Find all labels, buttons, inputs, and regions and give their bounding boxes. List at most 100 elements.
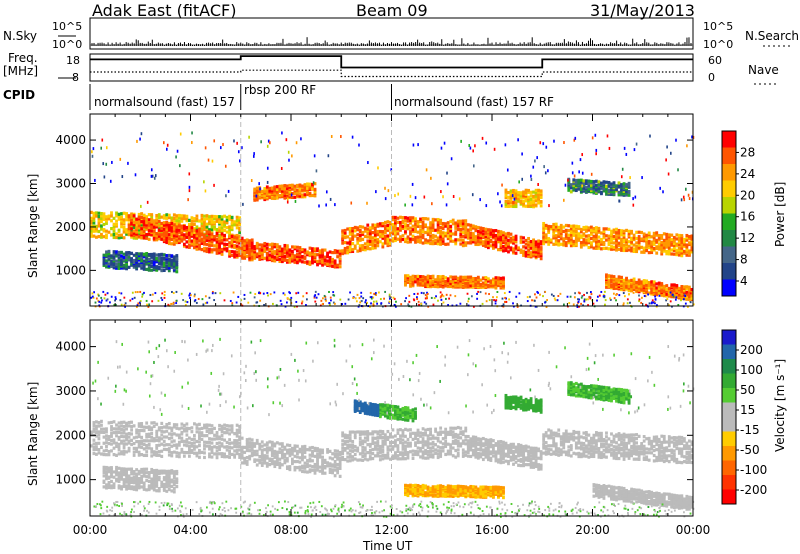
power-echo-cell xyxy=(165,260,169,264)
velocity-echo-cell xyxy=(95,430,98,435)
velocity-echo-cell xyxy=(248,454,252,459)
power-speckle xyxy=(689,292,692,295)
power-speckle xyxy=(638,294,640,297)
power-echo-cell xyxy=(409,232,412,236)
power-sparse-echo xyxy=(633,148,636,152)
power-echo-cell xyxy=(416,237,420,242)
power-echo-cell xyxy=(625,248,628,253)
power-echo-cell xyxy=(200,241,204,245)
power-echo-cell xyxy=(268,189,272,193)
power-echo-cell xyxy=(152,236,156,240)
power-speckle xyxy=(669,300,672,303)
power-echo-cell xyxy=(117,266,121,270)
power-speckle xyxy=(596,295,599,298)
power-echo-cell xyxy=(152,233,156,237)
power-sparse-echo xyxy=(530,178,533,182)
power-echo-cell xyxy=(627,183,631,187)
power-echo-cell xyxy=(175,263,179,267)
power-sparse-echo xyxy=(109,179,112,183)
power-echo-cell xyxy=(557,234,561,238)
power-echo-cell xyxy=(187,233,191,237)
power-echo-cell xyxy=(655,240,659,244)
power-echo-cell xyxy=(210,237,214,241)
velocity-echo-cell xyxy=(150,439,154,443)
power-echo-cell xyxy=(258,253,262,258)
power-echo-cell xyxy=(514,203,518,207)
power-sparse-echo xyxy=(269,141,271,145)
power-echo-cell xyxy=(647,243,651,248)
power-speckle xyxy=(358,304,361,307)
power-speckle xyxy=(202,303,205,306)
power-speckle xyxy=(372,300,375,303)
velocity-echo-cell xyxy=(177,455,181,459)
power-speckle xyxy=(441,293,444,296)
power-echo-cell xyxy=(615,245,618,249)
velocity-echo-cell xyxy=(140,445,144,449)
power-echo-cell xyxy=(617,184,621,188)
power-echo-cell xyxy=(102,217,106,221)
power-sparse-echo xyxy=(553,139,555,143)
sky-search-panel xyxy=(58,17,790,50)
power-echo-cell xyxy=(167,223,171,228)
power-echo-cell xyxy=(569,229,573,233)
power-speckle xyxy=(640,301,643,304)
power-speckle xyxy=(686,293,689,296)
power-speckle xyxy=(266,292,269,295)
power-echo-cell xyxy=(401,216,405,220)
power-echo-cell xyxy=(135,232,139,236)
power-echo-cell xyxy=(230,253,234,258)
power-speckle xyxy=(95,297,98,300)
power-echo-cell xyxy=(519,238,523,243)
power-echo-cell xyxy=(522,196,525,200)
power-echo-cell xyxy=(524,192,528,197)
power-echo-cell xyxy=(492,235,495,239)
power-echo-cell xyxy=(152,260,156,264)
velocity-echo-cell xyxy=(200,426,204,431)
velocity-echo-cell xyxy=(105,427,108,431)
velocity-echo-cell xyxy=(220,452,224,456)
power-echo-cell xyxy=(208,220,211,224)
power-echo-cell xyxy=(193,242,196,246)
power-sparse-echo xyxy=(236,141,238,145)
velocity-echo-cell xyxy=(195,445,199,449)
power-echo-cell xyxy=(605,273,608,277)
power-echo-cell xyxy=(291,183,294,187)
velocity-echo-cell xyxy=(137,440,141,444)
power-echo-cell xyxy=(589,183,593,187)
power-echo-cell xyxy=(539,189,543,193)
power-echo-cell xyxy=(597,228,601,233)
power-echo-cell xyxy=(502,233,505,237)
power-echo-cell xyxy=(140,227,144,231)
power-echo-cell xyxy=(474,228,478,233)
power-echo-cell xyxy=(466,236,470,240)
power-sparse-echo xyxy=(250,179,253,183)
velocity-echo-cell xyxy=(235,448,239,452)
power-echo-cell xyxy=(677,238,681,242)
power-echo-cell xyxy=(419,275,422,279)
velocity-echo-cell xyxy=(145,439,149,443)
power-echo-cell xyxy=(486,239,490,243)
power-speckle xyxy=(254,293,257,296)
power-echo-cell xyxy=(464,219,468,223)
power-echo-cell xyxy=(414,228,417,232)
power-echo-cell xyxy=(223,238,226,242)
velocity-echo-cell xyxy=(170,454,174,458)
power-echo-cell xyxy=(122,227,126,231)
power-echo-cell xyxy=(662,284,666,289)
power-echo-cell xyxy=(409,218,412,222)
power-echo-cell xyxy=(285,184,289,188)
power-echo-cell xyxy=(441,226,445,231)
power-speckle xyxy=(160,296,163,299)
power-speckle xyxy=(442,301,445,304)
power-echo-cell xyxy=(627,193,631,197)
power-sparse-echo xyxy=(532,165,535,169)
velocity-echo-cell xyxy=(210,448,214,452)
power-sparse-echo xyxy=(384,197,387,201)
power-sparse-echo xyxy=(571,161,574,165)
power-speckle xyxy=(580,302,583,305)
power-echo-cell xyxy=(185,225,189,230)
power-sparse-echo xyxy=(635,142,638,146)
power-echo-cell xyxy=(280,250,284,254)
power-echo-cell xyxy=(240,241,244,245)
power-speckle xyxy=(569,295,572,298)
